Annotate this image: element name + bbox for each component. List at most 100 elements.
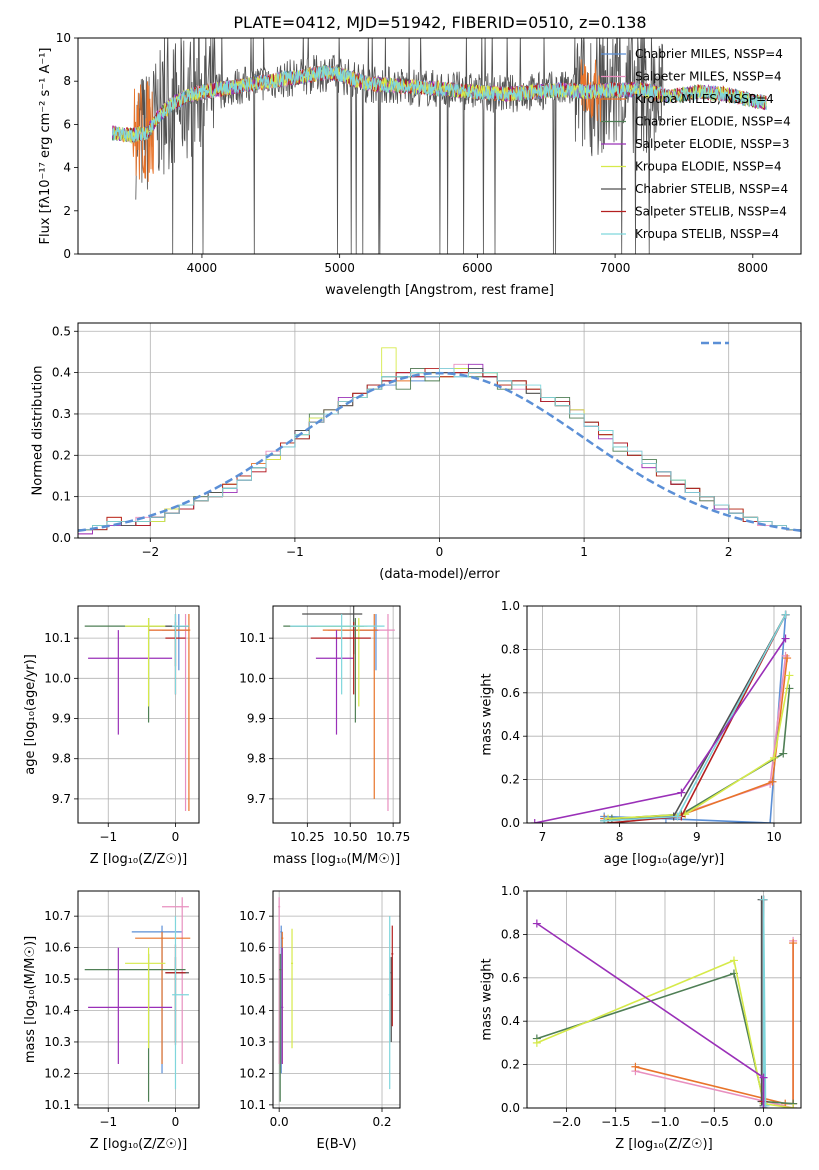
x-tick-label: 6000 xyxy=(462,261,493,275)
spectrum-series-8 xyxy=(111,65,767,143)
y-tick-label: 10.0 xyxy=(239,671,266,685)
x-axis-label: (data-model)/error xyxy=(379,567,500,582)
spectrum-series-6 xyxy=(135,38,664,254)
weight-line-series-3 xyxy=(611,688,791,820)
y-tick-label: 10.7 xyxy=(239,909,266,923)
x-tick-label: −1.0 xyxy=(650,1115,679,1129)
panel-z-mass: −1 0 10.1 10.2 10.3 10.4 10.5 10.6 10.7 Z [log₁₀(… xyxy=(23,890,200,1152)
y-tick-label: 0.2 xyxy=(52,448,71,462)
weight-marker xyxy=(530,819,539,823)
x-tick-label: −2 xyxy=(141,545,159,559)
x-axis-label: wavelength [Angstrom, rest frame] xyxy=(325,283,554,298)
weight-marker xyxy=(631,1062,640,1071)
legend-entry: Chabrier ELODIE, NSSP=4 xyxy=(635,115,791,129)
x-tick-label: 2 xyxy=(725,545,733,559)
y-tick-label: 0.2 xyxy=(501,1058,520,1072)
legend-entry: Kroupa ELODIE, NSSP=4 xyxy=(635,160,782,174)
axes-frame xyxy=(77,605,200,824)
plot-area-z-weight xyxy=(532,895,798,1108)
x-tick-label: −0.5 xyxy=(700,1115,729,1129)
y-tick-label: 10.3 xyxy=(239,1035,266,1049)
y-tick-label: 0.2 xyxy=(501,773,520,787)
weight-line-series-3 xyxy=(536,972,794,1105)
axes-frame xyxy=(77,322,802,539)
x-tick-label: 10 xyxy=(766,830,781,844)
y-tick-label: 0.0 xyxy=(501,816,520,830)
legend-entry: Kroupa MILES, NSSP=4 xyxy=(635,92,774,106)
panel-mass-age: 10.25 10.50 10.75 9.7 9.8 9.9 10.0 10.1 mass [lo… xyxy=(239,605,410,867)
plot-area-z-mass xyxy=(84,897,191,1102)
axes-frame xyxy=(272,890,401,1109)
x-tick-label: 0.0 xyxy=(754,1115,773,1129)
axes-frame xyxy=(77,890,200,1109)
histogram-series-8 xyxy=(78,368,801,538)
x-tick-label: −1 xyxy=(99,830,117,844)
y-tick-label: 10.6 xyxy=(239,941,266,955)
y-axis-label: mass [log₁₀(M/M☉)] xyxy=(23,936,38,1063)
y-tick-label: 0.1 xyxy=(52,490,71,504)
panel-residuals: −2 −1 0 1 2 0.0 0.1 0.2 0.3 0.4 0.5 (data-model)/er… xyxy=(31,322,802,582)
weight-line-series-5 xyxy=(536,959,794,1108)
x-tick-label: 0 xyxy=(436,545,444,559)
weight-line-series-5 xyxy=(607,675,791,820)
axes-frame xyxy=(272,605,401,824)
y-tick-label: 8 xyxy=(63,74,71,88)
axes-frame xyxy=(77,37,802,255)
weight-marker xyxy=(781,634,790,643)
x-tick-label: 10.50 xyxy=(333,830,367,844)
x-tick-label: 0 xyxy=(172,1115,180,1129)
weight-line-series-2 xyxy=(604,658,788,820)
y-tick-label: 0.4 xyxy=(501,1014,520,1028)
weight-marker xyxy=(785,671,794,680)
weight-marker xyxy=(759,1073,768,1082)
y-tick-label: 10.1 xyxy=(239,631,266,645)
y-tick-label: 0.5 xyxy=(52,324,71,338)
y-tick-label: 10.1 xyxy=(44,1098,71,1112)
weight-marker xyxy=(532,919,541,928)
y-tick-label: 10.2 xyxy=(239,1066,266,1080)
y-tick-label: 0.8 xyxy=(501,927,520,941)
y-tick-label: 0 xyxy=(63,247,71,261)
x-axis-label: age [log₁₀(age/yr)] xyxy=(604,852,725,867)
y-axis-label: mass weight xyxy=(480,958,495,1040)
x-tick-label: 9 xyxy=(693,830,701,844)
y-tick-label: 0.0 xyxy=(52,531,71,545)
x-tick-label: −1.5 xyxy=(601,1115,630,1129)
y-axis-label: age [log₁₀(age/yr)] xyxy=(23,654,38,775)
panel-ebv-mass: 0.0 0.2 10.1 10.2 10.3 10.4 10.5 10.6 10.7 E(B-V) xyxy=(239,890,401,1152)
panel-z-weight: −2.0 −1.5 −1.0 −0.5 0.0 0.0 0.2 0.4 0.6 0.8 1.0 Z [… xyxy=(480,884,802,1152)
y-tick-label: 10.0 xyxy=(44,671,71,685)
x-tick-label: 8 xyxy=(616,830,624,844)
x-axis-label: E(B-V) xyxy=(316,1137,356,1152)
y-tick-label: 9.7 xyxy=(247,792,266,806)
weight-marker xyxy=(677,788,686,797)
y-tick-label: 0.8 xyxy=(501,642,520,656)
x-axis-label: Z [log₁₀(Z/Z☉)] xyxy=(90,1137,187,1152)
plot-area-z-age xyxy=(84,614,191,811)
y-tick-label: 9.7 xyxy=(52,792,71,806)
y-tick-label: 9.9 xyxy=(247,712,266,726)
x-tick-label: −1 xyxy=(99,1115,117,1129)
weight-marker xyxy=(759,1104,768,1108)
y-tick-label: 10.7 xyxy=(44,909,71,923)
x-axis-label: Z [log₁₀(Z/Z☉)] xyxy=(90,852,187,867)
legend-entry: Salpeter ELODIE, NSSP=3 xyxy=(635,137,790,151)
weight-marker xyxy=(766,819,775,823)
x-tick-label: 7000 xyxy=(600,261,631,275)
weight-marker xyxy=(759,895,768,904)
weight-marker xyxy=(781,610,790,619)
axes-frame xyxy=(526,605,802,824)
plot-area-mass-age xyxy=(283,606,395,811)
x-tick-label: −2.0 xyxy=(552,1115,581,1129)
plot-area-spectrum xyxy=(111,38,767,254)
y-tick-label: 10.3 xyxy=(44,1035,71,1049)
x-tick-label: 10.75 xyxy=(376,830,410,844)
y-tick-label: 10.4 xyxy=(239,1004,266,1018)
legend-entry: Salpeter MILES, NSSP=4 xyxy=(635,70,782,84)
y-tick-label: 10.2 xyxy=(44,1066,71,1080)
y-tick-label: 1.0 xyxy=(501,599,520,613)
weight-marker xyxy=(789,939,798,948)
y-tick-label: 2 xyxy=(63,204,71,218)
y-tick-label: 10.5 xyxy=(44,972,71,986)
weight-marker xyxy=(729,956,738,965)
